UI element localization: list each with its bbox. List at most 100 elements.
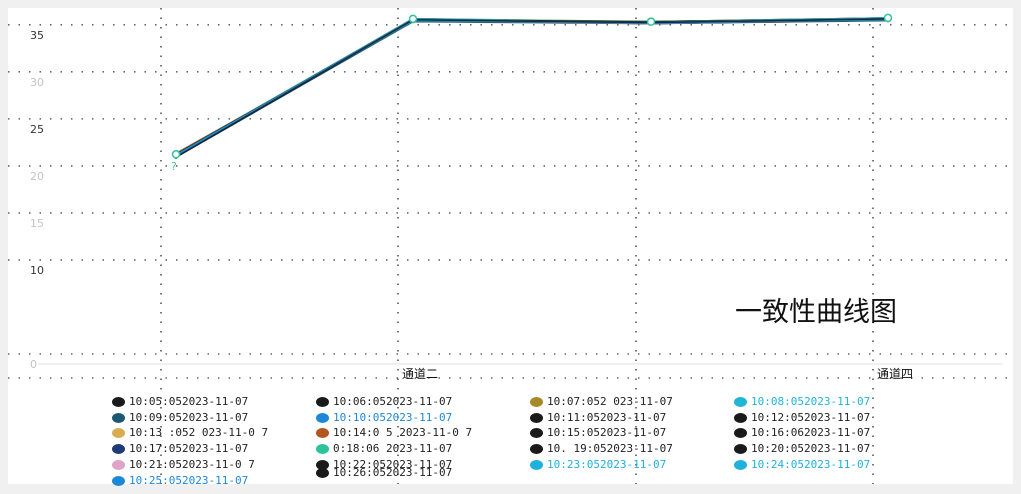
legend-item[interactable]: 10:05:052023-11-07 [112,394,248,409]
legend-item[interactable]: 10:10:052023-11-07 [316,410,452,425]
legend-item[interactable]: 10:13 :052 023-11-0 7 [112,425,268,440]
y-tick-label: 35 [30,29,44,42]
legend-swatch [530,459,543,470]
series-line [175,18,889,158]
legend-label: 10:13 :052 023-11-0 7 [129,426,269,439]
series-line [175,18,889,157]
data-point [408,14,418,24]
legend-label: 10:25:052023-11-07 [129,474,249,487]
legend-swatch [530,412,543,423]
legend-label: 10:12:052023-11-07 [751,411,871,424]
series-line [175,17,889,156]
legend-item[interactable]: 10:25:052023-11-07 [112,473,248,488]
legend-label: 10:14:0 5 2023-11-0 7 [333,426,473,439]
legend-item[interactable]: 10:20:052023-11-07 [734,441,870,456]
legend-label: 0:18:06 2023-11-07 [333,442,453,455]
legend-label: 10:09:052023-11-07 [129,411,249,424]
legend-swatch [734,396,747,407]
legend-swatch [734,412,747,423]
legend-swatch [112,427,125,438]
series-line [175,18,889,156]
series-line [175,18,889,157]
legend-item[interactable]: 10:12:052023-11-07 [734,410,870,425]
legend-swatch [316,412,329,423]
series-line [175,18,889,158]
legend-label: 10. 19:052023-11-07 [547,442,673,455]
legend-item[interactable]: 0:18:06 2023-11-07 [316,441,452,456]
legend-label: 10:16:062023-11-07 [751,426,871,439]
legend-label: 10:11:052023-11-07 [547,411,667,424]
legend-swatch [316,396,329,407]
series-line [175,18,889,156]
legend-label: 10:24:052023-11-07 [751,458,871,471]
legend-swatch [530,443,543,454]
legend-label: 10:22:052023-11-07 [333,458,453,471]
legend-swatch [112,412,125,423]
point-label: ? [171,160,177,173]
y-tick-label: 10 [30,264,44,277]
legend-item[interactable]: 10:06:052023-11-07 [316,394,452,409]
legend-label: 10:06:052023-11-07 [333,395,453,408]
legend-swatch [112,459,125,470]
legend-swatch [734,459,747,470]
series-line [175,17,889,155]
legend-item[interactable]: 10:14:0 5 2023-11-0 7 [316,425,472,440]
legend-label: 10:05:052023-11-07 [129,395,249,408]
legend-label: 10:15:052023-11-07 [547,426,667,439]
series-line [175,18,889,156]
series-line [175,18,889,156]
legend-label: 10:07:052 023-11-07 [547,395,673,408]
legend-swatch [316,467,329,478]
consistency-chart: 0 10 15 20 25 30 35 —通道二—通道四 ? [8,8,1013,484]
legend-swatch [112,475,125,486]
legend-label: 10:10:052023-11-07 [333,411,453,424]
y-tick-label: 20 [30,170,44,183]
chart-title: 一致性曲线图 [735,297,897,328]
legend: 10:05:052023-11-07 10:06:052023-11-07 10:0… [112,394,992,494]
series-line [175,18,889,157]
series-line [175,17,889,156]
series-line [175,18,889,157]
legend-swatch [530,396,543,407]
y-axis-ticks: 0 10 15 20 25 30 35 [30,29,44,371]
data-point [171,150,181,159]
series-line [175,18,889,156]
legend-item[interactable]: 10:08:052023-11-07 [734,394,870,409]
legend-item[interactable]: 10:21:052023-11-0 7 [112,457,255,472]
series-line [175,18,889,157]
legend-item[interactable]: 10:15:052023-11-07 [530,425,666,440]
legend-item[interactable]: 10:11:052023-11-07 [530,410,666,425]
annotations: ? [171,160,177,173]
x-axis-ticks: —通道二—通道四 [402,367,913,381]
legend-item[interactable]: 10:07:052 023-11-07 [530,394,673,409]
x-tick-label: 通道四 [877,367,913,381]
series-line [175,18,889,156]
legend-swatch [112,443,125,454]
y-tick-label: 25 [30,123,44,136]
legend-item[interactable]: 10:09:052023-11-07 [112,410,248,425]
legend-swatch [316,443,329,454]
x-tick-label: 通道二 [402,367,438,381]
legend-swatch [734,427,747,438]
legend-item[interactable]: 10. 19:052023-11-07 [530,441,673,456]
legend-swatch [316,427,329,438]
y-tick-label: 30 [30,76,44,89]
legend-swatch [734,443,747,454]
legend-item[interactable]: 10:24:052023-11-07 [734,457,870,472]
legend-item[interactable]: 10:23:052023-11-07 [530,457,666,472]
legend-label: 10:23:052023-11-07 [547,458,667,471]
legend-label: 10:20:052023-11-07 [751,442,871,455]
legend-swatch [316,459,329,470]
series-line [175,18,889,155]
data-point [883,13,893,23]
data-points [171,13,893,159]
legend-item[interactable]: 10:22:052023-11-07 [316,457,452,472]
data-point [646,17,656,26]
y-tick-label: 15 [30,217,44,230]
legend-item[interactable]: 10:26:052023-11-07 [316,465,452,480]
series-line [175,18,889,155]
legend-item[interactable]: 10:16:062023-11-07 [734,425,870,440]
legend-item[interactable]: 10:17:052023-11-07 [112,441,248,456]
series-line [175,18,889,156]
chart-panel: 0 10 15 20 25 30 35 —通道二—通道四 ? 一致性曲线图 10:05:05… [8,8,1013,487]
